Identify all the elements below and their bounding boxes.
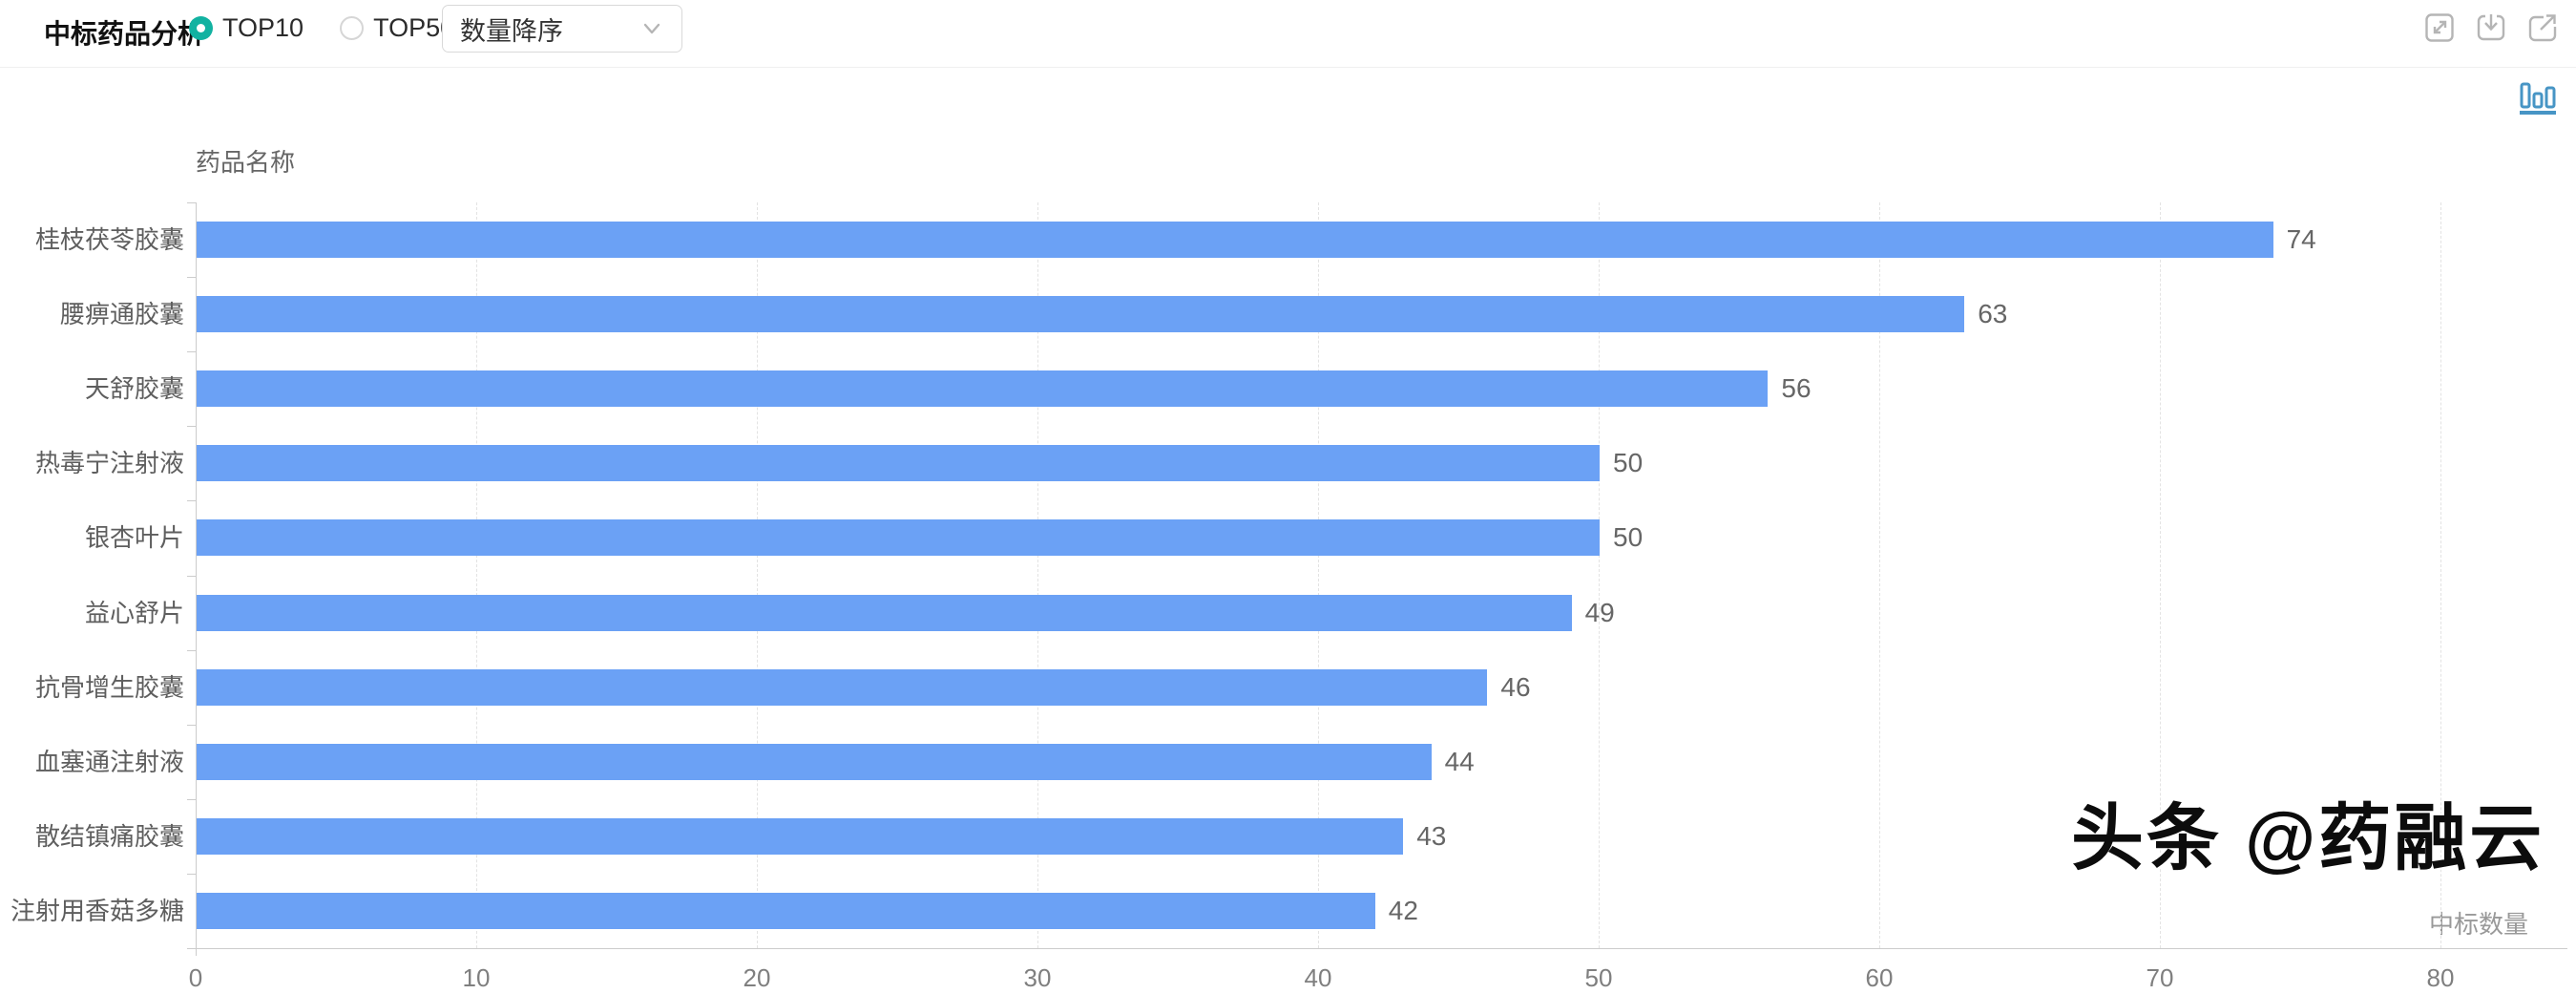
top-n-radio-group: TOP10 TOP50 bbox=[189, 13, 454, 43]
x-tick-label: 30 bbox=[1023, 963, 1052, 992]
bar[interactable] bbox=[197, 668, 1488, 706]
bar-chart: 药品名称 中标数量 0 10 20 30 40 50 60 70 80 桂枝茯苓胶囊 74 腰痹通胶囊… bbox=[0, 68, 2576, 994]
sort-order-select[interactable]: 数量降序 bbox=[442, 5, 682, 53]
x-tick-label: 10 bbox=[462, 963, 491, 992]
bar-value-label: 63 bbox=[1978, 299, 2008, 329]
y-axis-tick bbox=[187, 948, 196, 949]
x-axis-name: 中标数量 bbox=[2429, 910, 2529, 939]
fullscreen-icon[interactable] bbox=[2423, 11, 2456, 44]
x-tick-label: 40 bbox=[1304, 963, 1332, 992]
category-label: 银杏叶片 bbox=[84, 523, 184, 553]
bar[interactable] bbox=[197, 296, 1965, 333]
download-icon[interactable] bbox=[2475, 11, 2507, 44]
y-axis-tick bbox=[187, 277, 196, 279]
x-tick-label: 60 bbox=[1865, 963, 1894, 992]
bar-value-label: 49 bbox=[1584, 597, 1615, 627]
category-label: 桂枝茯苓胶囊 bbox=[34, 225, 184, 255]
panel-header: 中标药品分析 TOP10 TOP50 数量降序 bbox=[0, 0, 2576, 67]
category-label: 血塞通注射液 bbox=[34, 747, 184, 776]
gridline bbox=[757, 202, 758, 948]
watermark: 头条 @药融云 bbox=[2071, 798, 2545, 879]
y-axis-tick bbox=[187, 351, 196, 353]
radio-top50[interactable]: TOP50 bbox=[340, 13, 454, 43]
category-label: 散结镇痛胶囊 bbox=[34, 821, 184, 851]
gridline bbox=[1037, 202, 1038, 948]
bar-value-label: 50 bbox=[1613, 522, 1644, 553]
bar[interactable] bbox=[197, 222, 2273, 259]
bar-value-label: 50 bbox=[1613, 448, 1644, 478]
x-tick-label: 50 bbox=[1584, 963, 1613, 992]
radio-top50-label: TOP50 bbox=[373, 13, 455, 42]
radio-top10[interactable]: TOP10 bbox=[189, 13, 304, 43]
bar[interactable] bbox=[197, 594, 1572, 631]
bar-value-label: 46 bbox=[1500, 671, 1531, 702]
bar-value-label: 44 bbox=[1444, 746, 1475, 776]
gridline bbox=[476, 202, 477, 948]
y-axis-tick bbox=[187, 724, 196, 726]
gridline bbox=[2160, 202, 2161, 948]
category-label: 热毒宁注射液 bbox=[34, 449, 184, 478]
bar-value-label: 56 bbox=[1781, 373, 1812, 404]
category-label: 腰痹通胶囊 bbox=[59, 300, 184, 329]
gridline bbox=[1599, 202, 1600, 948]
y-axis-tick bbox=[187, 426, 196, 428]
gridline bbox=[1879, 202, 1880, 948]
chevron-down-icon bbox=[643, 23, 660, 34]
sort-order-value: 数量降序 bbox=[460, 16, 563, 46]
x-tick-label: 0 bbox=[188, 963, 203, 992]
radio-unselected-icon[interactable] bbox=[340, 16, 365, 40]
bar[interactable] bbox=[197, 892, 1375, 929]
y-axis-tick bbox=[187, 500, 196, 502]
x-tick-label: 70 bbox=[2146, 963, 2174, 992]
bar[interactable] bbox=[197, 743, 1432, 780]
category-label: 益心舒片 bbox=[84, 598, 184, 627]
x-axis-line bbox=[196, 948, 2567, 949]
radio-top10-label: TOP10 bbox=[222, 13, 304, 42]
bar[interactable] bbox=[197, 817, 1404, 855]
bar-chart-icon[interactable] bbox=[2518, 76, 2558, 116]
x-tick-label: 80 bbox=[2426, 963, 2455, 992]
y-axis-line bbox=[196, 202, 197, 956]
gridline bbox=[1318, 202, 1319, 948]
bar[interactable] bbox=[197, 370, 1769, 408]
category-label: 抗骨增生胶囊 bbox=[34, 672, 184, 702]
bar-value-label: 43 bbox=[1416, 820, 1447, 851]
category-label: 注射用香菇多糖 bbox=[10, 896, 184, 925]
header-actions bbox=[2423, 11, 2559, 44]
bar-value-label: 42 bbox=[1388, 895, 1418, 925]
page-title: 中标药品分析 bbox=[44, 19, 205, 49]
bar-value-label: 74 bbox=[2286, 224, 2316, 255]
category-label: 天舒胶囊 bbox=[84, 374, 184, 404]
y-axis-tick bbox=[187, 798, 196, 800]
radio-selected-icon[interactable] bbox=[189, 16, 213, 40]
y-axis-tick bbox=[187, 649, 196, 651]
y-axis-tick bbox=[187, 873, 196, 875]
y-axis-tick bbox=[187, 575, 196, 577]
header-divider bbox=[0, 67, 2576, 68]
gridline bbox=[2440, 202, 2441, 948]
bar[interactable] bbox=[197, 519, 1600, 557]
open-external-icon[interactable] bbox=[2526, 11, 2559, 44]
bar[interactable] bbox=[197, 445, 1600, 482]
y-axis-tick bbox=[187, 202, 196, 203]
x-tick-label: 20 bbox=[743, 963, 771, 992]
y-axis-name: 药品名称 bbox=[196, 148, 296, 177]
